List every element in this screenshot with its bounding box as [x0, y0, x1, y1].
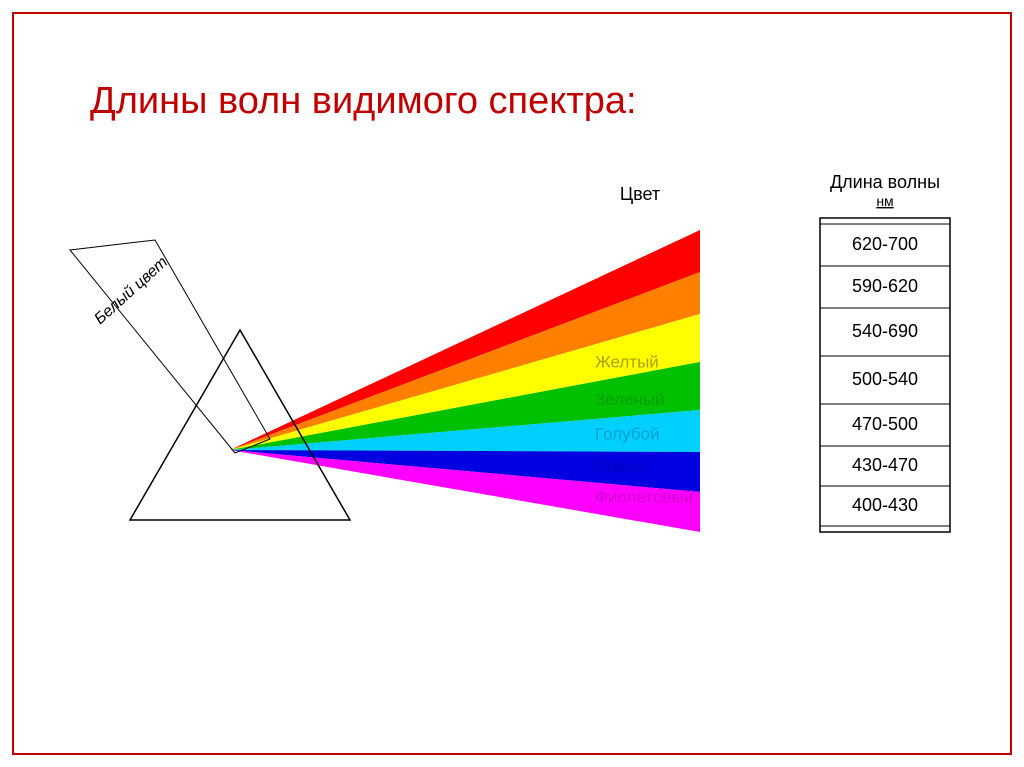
band-label: Желтый: [595, 353, 659, 372]
band-label: Голубой: [595, 425, 659, 444]
wavelength-value: 590-620: [852, 276, 918, 296]
wavelength-value: 430-470: [852, 455, 918, 475]
wavelength-value: 540-690: [852, 321, 918, 341]
wavelength-value: 470-500: [852, 414, 918, 434]
band-label: Фиолетовый: [595, 488, 693, 507]
band-label: Зеленый: [595, 390, 665, 409]
column-header-unit: нм: [876, 193, 893, 209]
band-label: Синий: [595, 457, 645, 476]
column-header-wavelength: Длина волны: [830, 172, 940, 192]
column-header-color: Цвет: [620, 184, 660, 204]
wavelength-value: 620-700: [852, 234, 918, 254]
wavelength-value: 400-430: [852, 495, 918, 515]
incident-beam: [70, 240, 270, 453]
slide-title: Длины волн видимого спектра:: [90, 80, 637, 123]
spectrum-diagram: КрасныйОранжевыйЖелтыйЗеленыйГолубойСини…: [40, 150, 980, 650]
wavelength-value: 500-540: [852, 369, 918, 389]
